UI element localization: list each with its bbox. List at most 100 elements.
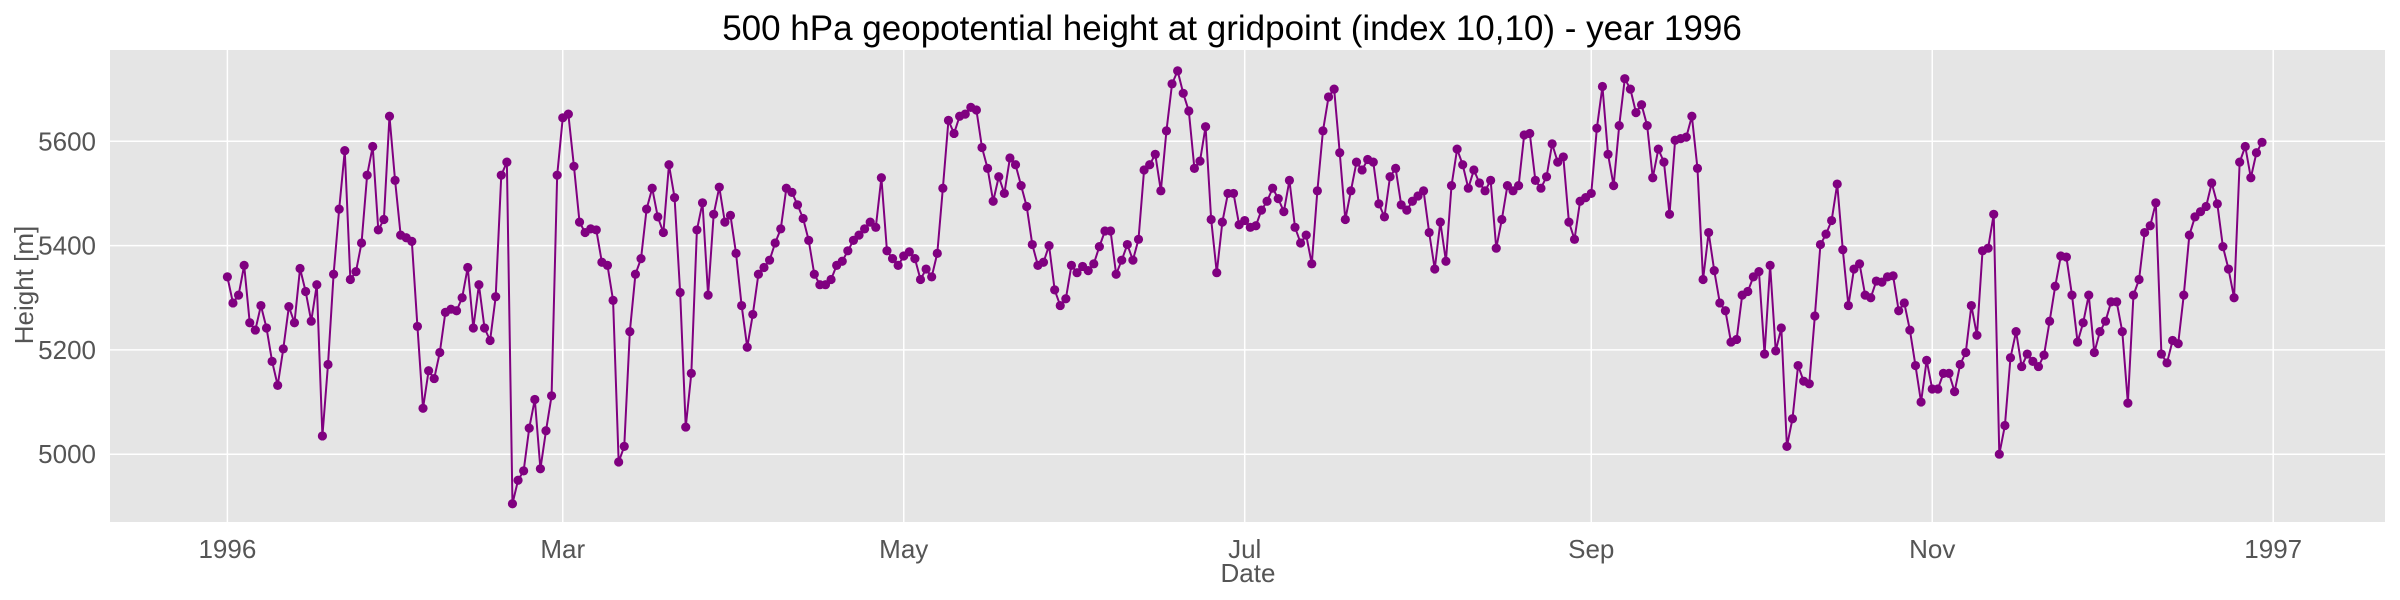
data-point [709, 209, 719, 219]
data-point [2117, 327, 2127, 337]
data-point [1843, 300, 1853, 311]
data-point [1474, 178, 1485, 188]
data-point [1346, 186, 1356, 196]
data-point [457, 293, 467, 303]
data-point [2050, 281, 2060, 291]
data-point [267, 356, 277, 366]
data-point [2089, 347, 2099, 358]
data-point [435, 347, 445, 358]
data-point [949, 128, 959, 139]
data-point [1754, 267, 1764, 277]
data-point [1150, 149, 1160, 159]
data-point [787, 187, 797, 197]
data-point [1989, 209, 1999, 219]
data-point [943, 115, 954, 126]
data-point [1441, 256, 1451, 266]
data-point [524, 423, 534, 433]
data-point [1597, 81, 1608, 92]
y-tick-label: 5600 [38, 126, 96, 156]
data-point [546, 391, 557, 401]
chart-title: 500 hPa geopotential height at gridpoint… [722, 9, 1742, 48]
data-point [1446, 181, 1457, 191]
data-point [245, 318, 255, 328]
data-point [451, 306, 462, 316]
data-point [1458, 160, 1468, 170]
data-point [261, 323, 272, 333]
gridlines [110, 50, 2385, 522]
data-point [1732, 334, 1742, 345]
data-point [938, 183, 948, 193]
data-point [1743, 286, 1753, 297]
x-tick-label: May [879, 534, 928, 564]
data-point [1206, 214, 1216, 225]
data-point [1765, 260, 1775, 270]
data-point [2022, 349, 2032, 359]
data-point [1827, 215, 1837, 226]
data-point [1301, 230, 1311, 240]
data-point [1089, 259, 1099, 269]
data-point [1279, 207, 1289, 217]
data-point [1335, 148, 1345, 158]
data-point [748, 309, 758, 320]
data-point [725, 210, 736, 220]
series-height [222, 66, 2267, 509]
data-point [491, 292, 501, 302]
data-point [1547, 139, 1557, 149]
data-point [1966, 300, 1976, 311]
data-point [1195, 156, 1205, 166]
data-point [2005, 353, 2016, 363]
data-point [496, 170, 506, 180]
data-point [999, 188, 1009, 199]
data-point [871, 222, 881, 232]
data-point [519, 466, 529, 476]
data-point [927, 272, 937, 282]
data-point [798, 213, 808, 224]
data-point [362, 170, 372, 180]
data-point [1625, 84, 1635, 94]
data-point [2184, 230, 2194, 240]
data-point [1497, 214, 1507, 225]
data-point [1418, 186, 1429, 196]
x-tick-label: Sep [1568, 534, 1614, 564]
data-point [915, 274, 926, 285]
data-point [1961, 347, 1971, 358]
data-point [1514, 181, 1524, 191]
data-point [1894, 306, 1904, 316]
data-point [1592, 123, 1602, 133]
data-point [1614, 121, 1624, 131]
data-point [418, 403, 428, 413]
data-point [1832, 179, 1842, 189]
y-tick-label: 5000 [38, 439, 96, 469]
data-point [1681, 132, 1691, 142]
data-point [340, 146, 350, 156]
data-point [843, 246, 853, 256]
y-tick-label: 5400 [38, 231, 96, 261]
data-point [1212, 268, 1222, 278]
data-point [1787, 414, 1798, 424]
data-point [513, 475, 523, 485]
data-point [2151, 198, 2161, 208]
data-point [1402, 205, 1412, 215]
data-point [2072, 337, 2083, 347]
data-point [1944, 368, 1954, 378]
data-point [669, 193, 680, 203]
data-point [1312, 186, 1322, 196]
data-point [468, 323, 478, 333]
data-point [407, 236, 417, 247]
data-point [368, 141, 378, 152]
data-point [1821, 229, 1831, 239]
data-point [1385, 172, 1395, 182]
data-point [753, 269, 764, 279]
data-point [552, 170, 562, 180]
data-point [1564, 217, 1574, 227]
data-point [2173, 339, 2183, 349]
data-point [1648, 173, 1658, 183]
data-point [1759, 349, 1770, 359]
data-point [1256, 205, 1267, 215]
data-point [759, 262, 769, 273]
data-point [1922, 355, 1932, 365]
data-point [1692, 163, 1703, 173]
data-point [1469, 165, 1479, 175]
data-point [1854, 259, 1865, 269]
